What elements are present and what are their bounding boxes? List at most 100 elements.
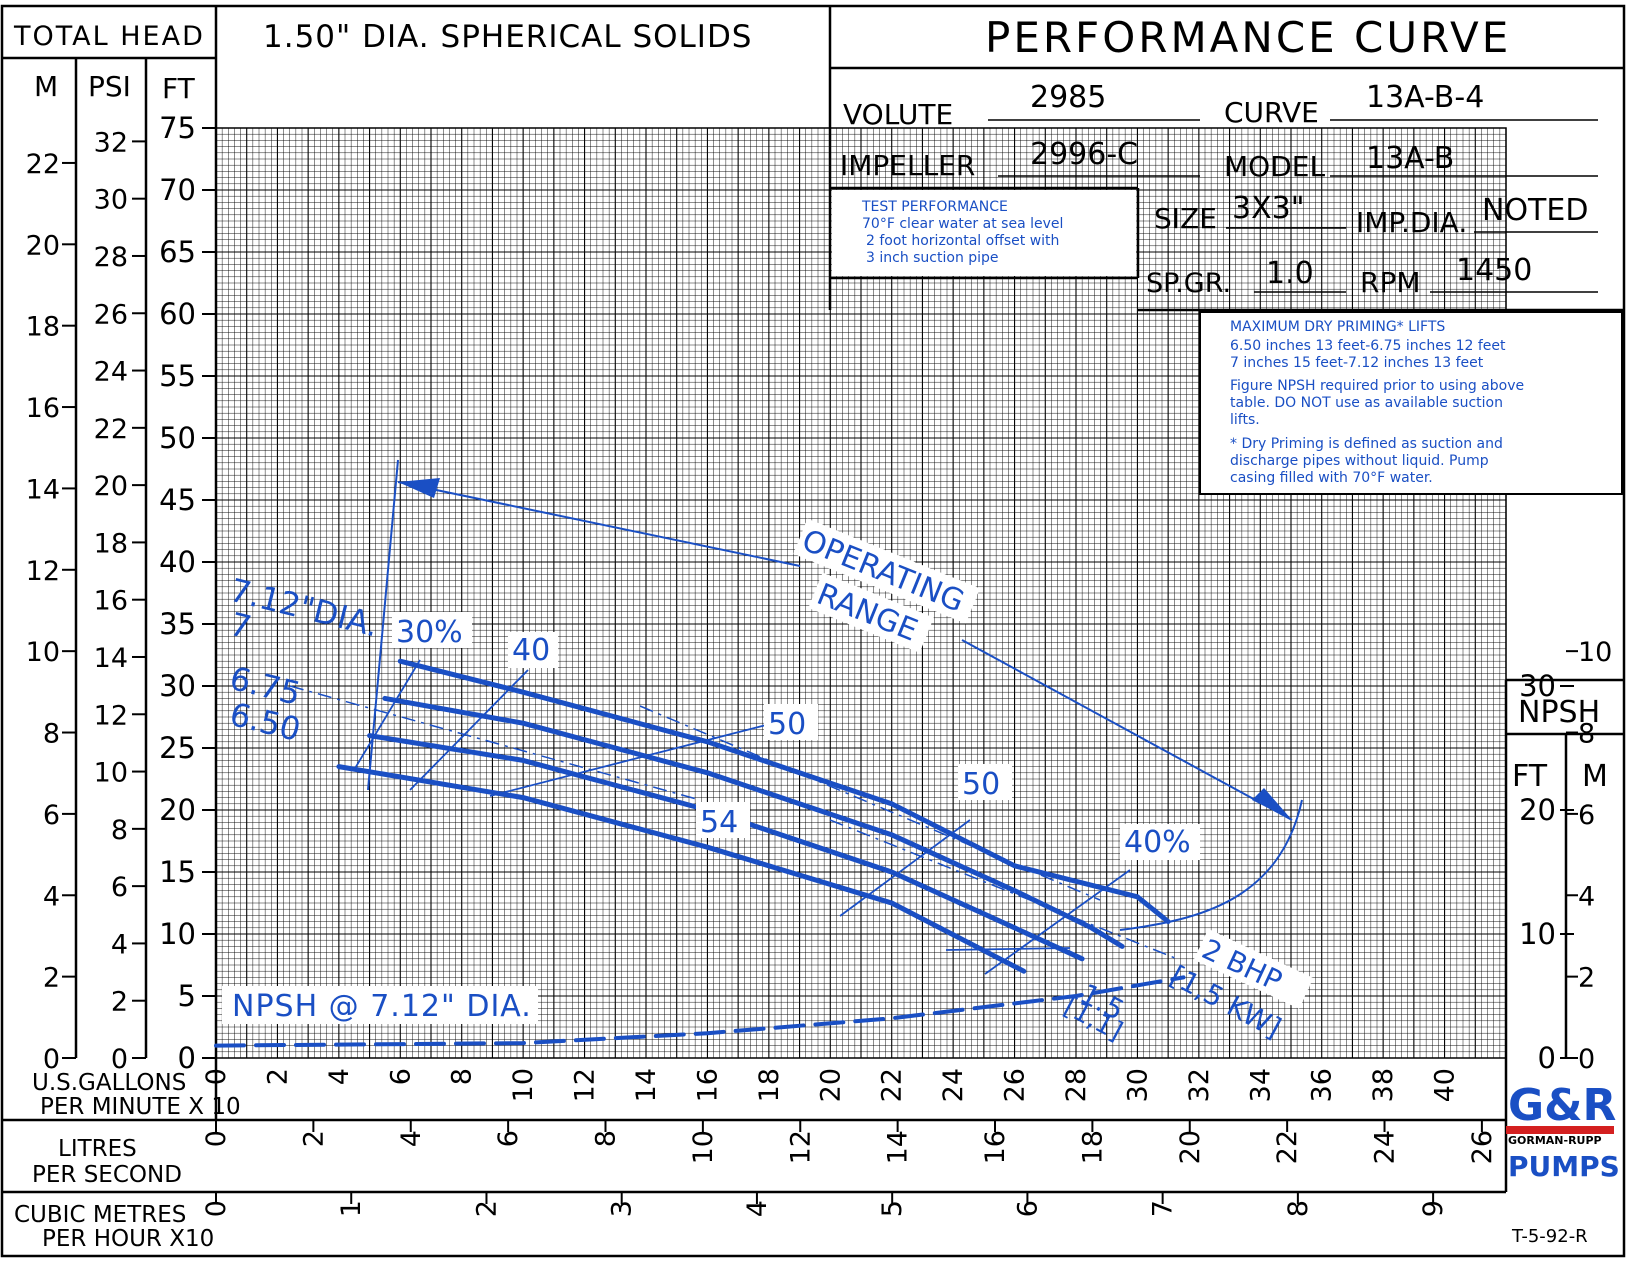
- psi-tick-label: 14: [94, 643, 128, 674]
- head-curve: [367, 733, 1085, 962]
- ft-tick-label: 0: [178, 1041, 196, 1075]
- ft-tick-label: 25: [159, 731, 196, 765]
- lps-tick-label: 10: [688, 1130, 719, 1164]
- volute-label: VOLUTE: [843, 98, 953, 131]
- ft-tick-label: 55: [159, 359, 196, 393]
- head-curve: [382, 695, 1125, 949]
- psi-tick-label: 10: [94, 758, 128, 789]
- ft-tick-label: 30: [159, 669, 196, 703]
- psi-tick-label: 0: [111, 1044, 128, 1075]
- psi-tick-label: 24: [94, 357, 128, 388]
- lps-tick-label: 4: [396, 1130, 427, 1147]
- gpm-tick-label: 22: [877, 1068, 908, 1102]
- model-label: MODEL: [1224, 150, 1325, 183]
- gpm-tick-label: 38: [1368, 1068, 1399, 1102]
- cmh-tick-label: 0: [201, 1200, 232, 1217]
- ft-tick-label: 40: [159, 545, 196, 579]
- gpm-tick-label: 18: [754, 1068, 785, 1102]
- npsh-m-label: M: [1582, 759, 1608, 794]
- gpm-tick-label: 36: [1307, 1068, 1338, 1102]
- efficiency-40-label: 40: [512, 633, 550, 668]
- impeller-value: 2996-C: [1030, 137, 1138, 172]
- lps-tick-label: 8: [591, 1130, 622, 1147]
- gpm-tick-label: 10: [508, 1068, 539, 1102]
- priming-line-2: 6.50 inches 13 feet-6.75 inches 12 feet: [1230, 338, 1506, 354]
- lps-tick-label: 26: [1467, 1130, 1498, 1164]
- npsh-m-tick-label: 6: [1578, 800, 1595, 831]
- psi-tick-label: 20: [94, 471, 128, 502]
- m-tick-label: 4: [43, 881, 60, 912]
- size-value: 3X3": [1232, 191, 1305, 226]
- drawing-number: T-5-92-R: [1511, 1226, 1588, 1247]
- gpm-label-1: U.S.GALLONS: [32, 1070, 186, 1096]
- spgr-value: 1.0: [1266, 256, 1314, 291]
- m-tick-label: 10: [26, 637, 60, 668]
- test-line-3: 2 foot horizontal offset with: [866, 233, 1059, 249]
- priming-line-5: table. DO NOT use as available suction: [1230, 395, 1503, 411]
- gpm-tick-label: 16: [692, 1068, 723, 1102]
- psi-axis-label: PSI: [88, 70, 131, 103]
- model-value: 13A-B: [1366, 141, 1454, 176]
- head-curve: [397, 658, 1171, 925]
- curve-label: CURVE: [1224, 96, 1319, 129]
- psi-tick-label: 30: [94, 185, 128, 216]
- gpm-tick-label: 32: [1184, 1068, 1215, 1102]
- npsh-m-tick-label: 10: [1578, 637, 1612, 668]
- npsh-ft-tick-label: 10: [1519, 917, 1556, 951]
- logo-text: GORMAN-RUPP: [1508, 1134, 1602, 1147]
- psi-tick-label: 6: [111, 872, 128, 903]
- priming-line-1: MAXIMUM DRY PRIMING* LIFTS: [1230, 319, 1445, 335]
- impdia-label: IMP.DIA.: [1356, 206, 1467, 239]
- psi-tick-label: 18: [94, 528, 128, 559]
- gpm-tick-label: 12: [570, 1068, 601, 1102]
- lps-tick-label: 0: [201, 1130, 232, 1147]
- ft-tick-label: 50: [159, 421, 196, 455]
- lps-label-1: LITRES: [58, 1136, 137, 1162]
- m-tick-label: 16: [26, 393, 60, 424]
- ft-axis-label: FT: [162, 72, 196, 105]
- gpm-tick-label: 30: [1122, 1068, 1153, 1102]
- size-label: SIZE: [1154, 202, 1217, 235]
- volute-value: 2985: [1030, 80, 1106, 115]
- lps-tick-label: 18: [1077, 1130, 1108, 1164]
- gpm-tick-label: 34: [1245, 1068, 1276, 1102]
- ft-tick-label: 60: [159, 297, 196, 331]
- cmh-tick-label: 1: [336, 1200, 367, 1217]
- gpm-tick-label: 2: [262, 1068, 293, 1085]
- cmh-tick-label: 3: [607, 1200, 638, 1217]
- gpm-tick-label: 26: [1000, 1068, 1031, 1102]
- gorman-rupp-logo: G&R GORMAN-RUPP PUMPS: [1506, 1080, 1620, 1183]
- psi-tick-label: 12: [94, 700, 128, 731]
- m-tick-label: 8: [43, 719, 60, 750]
- lps-tick-label: 20: [1175, 1130, 1206, 1164]
- npsh-m-tick-label: 4: [1578, 881, 1595, 912]
- ft-tick-label: 15: [159, 855, 196, 889]
- test-line-1: TEST PERFORMANCE: [861, 199, 1008, 215]
- cmh-tick-label: 9: [1418, 1200, 1449, 1217]
- cmh-tick-label: 7: [1148, 1200, 1179, 1217]
- priming-line-9: casing filled with 70°F water.: [1230, 470, 1433, 486]
- efficiency-50-label: 50: [768, 707, 806, 742]
- m-tick-label: 20: [26, 230, 60, 261]
- lps-tick-label: 6: [493, 1130, 524, 1147]
- cmh-tick-label: 4: [742, 1200, 773, 1217]
- total-head-label: TOTAL HEAD: [13, 21, 205, 52]
- gpm-tick-label: 24: [938, 1068, 969, 1102]
- priming-line-7: * Dry Priming is defined as suction and: [1230, 436, 1503, 452]
- gpm-tick-label: 28: [1061, 1068, 1092, 1102]
- test-line-4: 3 inch suction pipe: [866, 250, 999, 266]
- ft-tick-label: 65: [159, 235, 196, 269]
- gpm-tick-label: 20: [815, 1068, 846, 1102]
- ft-tick-label: 10: [159, 917, 196, 951]
- page-title: PERFORMANCE CURVE: [985, 13, 1511, 62]
- priming-line-4: Figure NPSH required prior to using abov…: [1230, 378, 1524, 394]
- npsh-ft-tick-label: 30: [1519, 669, 1556, 703]
- chart-grid: [215, 127, 1507, 1059]
- npsh-m-tick-label: 2: [1578, 963, 1595, 994]
- ft-tick-label: 70: [159, 173, 196, 207]
- m-tick-label: 22: [26, 149, 60, 180]
- psi-tick-label: 26: [94, 299, 128, 330]
- npsh-curve: [214, 975, 1186, 1048]
- psi-tick-label: 16: [94, 586, 128, 617]
